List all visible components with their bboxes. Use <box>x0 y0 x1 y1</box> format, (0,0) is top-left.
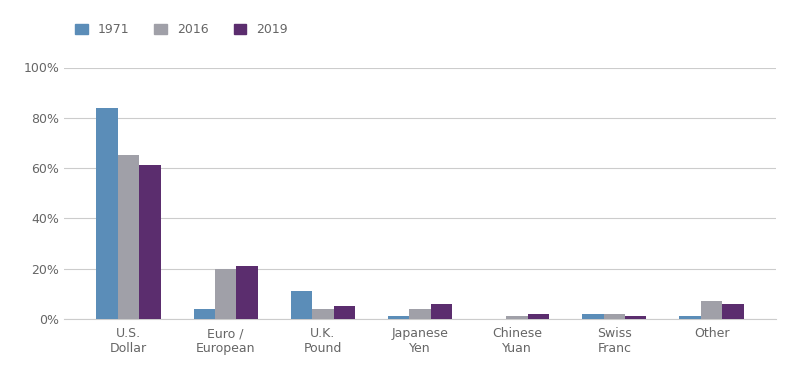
Bar <box>582 314 604 319</box>
Bar <box>290 291 312 319</box>
Bar <box>312 309 334 319</box>
Bar <box>679 316 701 319</box>
Bar <box>701 301 722 319</box>
Bar <box>604 314 625 319</box>
Bar <box>236 266 258 319</box>
Bar <box>194 309 215 319</box>
Bar <box>334 306 355 319</box>
Bar <box>528 314 550 319</box>
Bar <box>430 304 452 319</box>
Bar <box>722 304 744 319</box>
Bar <box>388 316 410 319</box>
Bar <box>625 316 646 319</box>
Bar <box>118 155 139 319</box>
Bar <box>96 108 118 319</box>
Bar <box>139 165 161 319</box>
Bar <box>215 268 236 319</box>
Bar <box>506 316 528 319</box>
Legend: 1971, 2016, 2019: 1971, 2016, 2019 <box>70 18 293 42</box>
Bar <box>410 309 430 319</box>
